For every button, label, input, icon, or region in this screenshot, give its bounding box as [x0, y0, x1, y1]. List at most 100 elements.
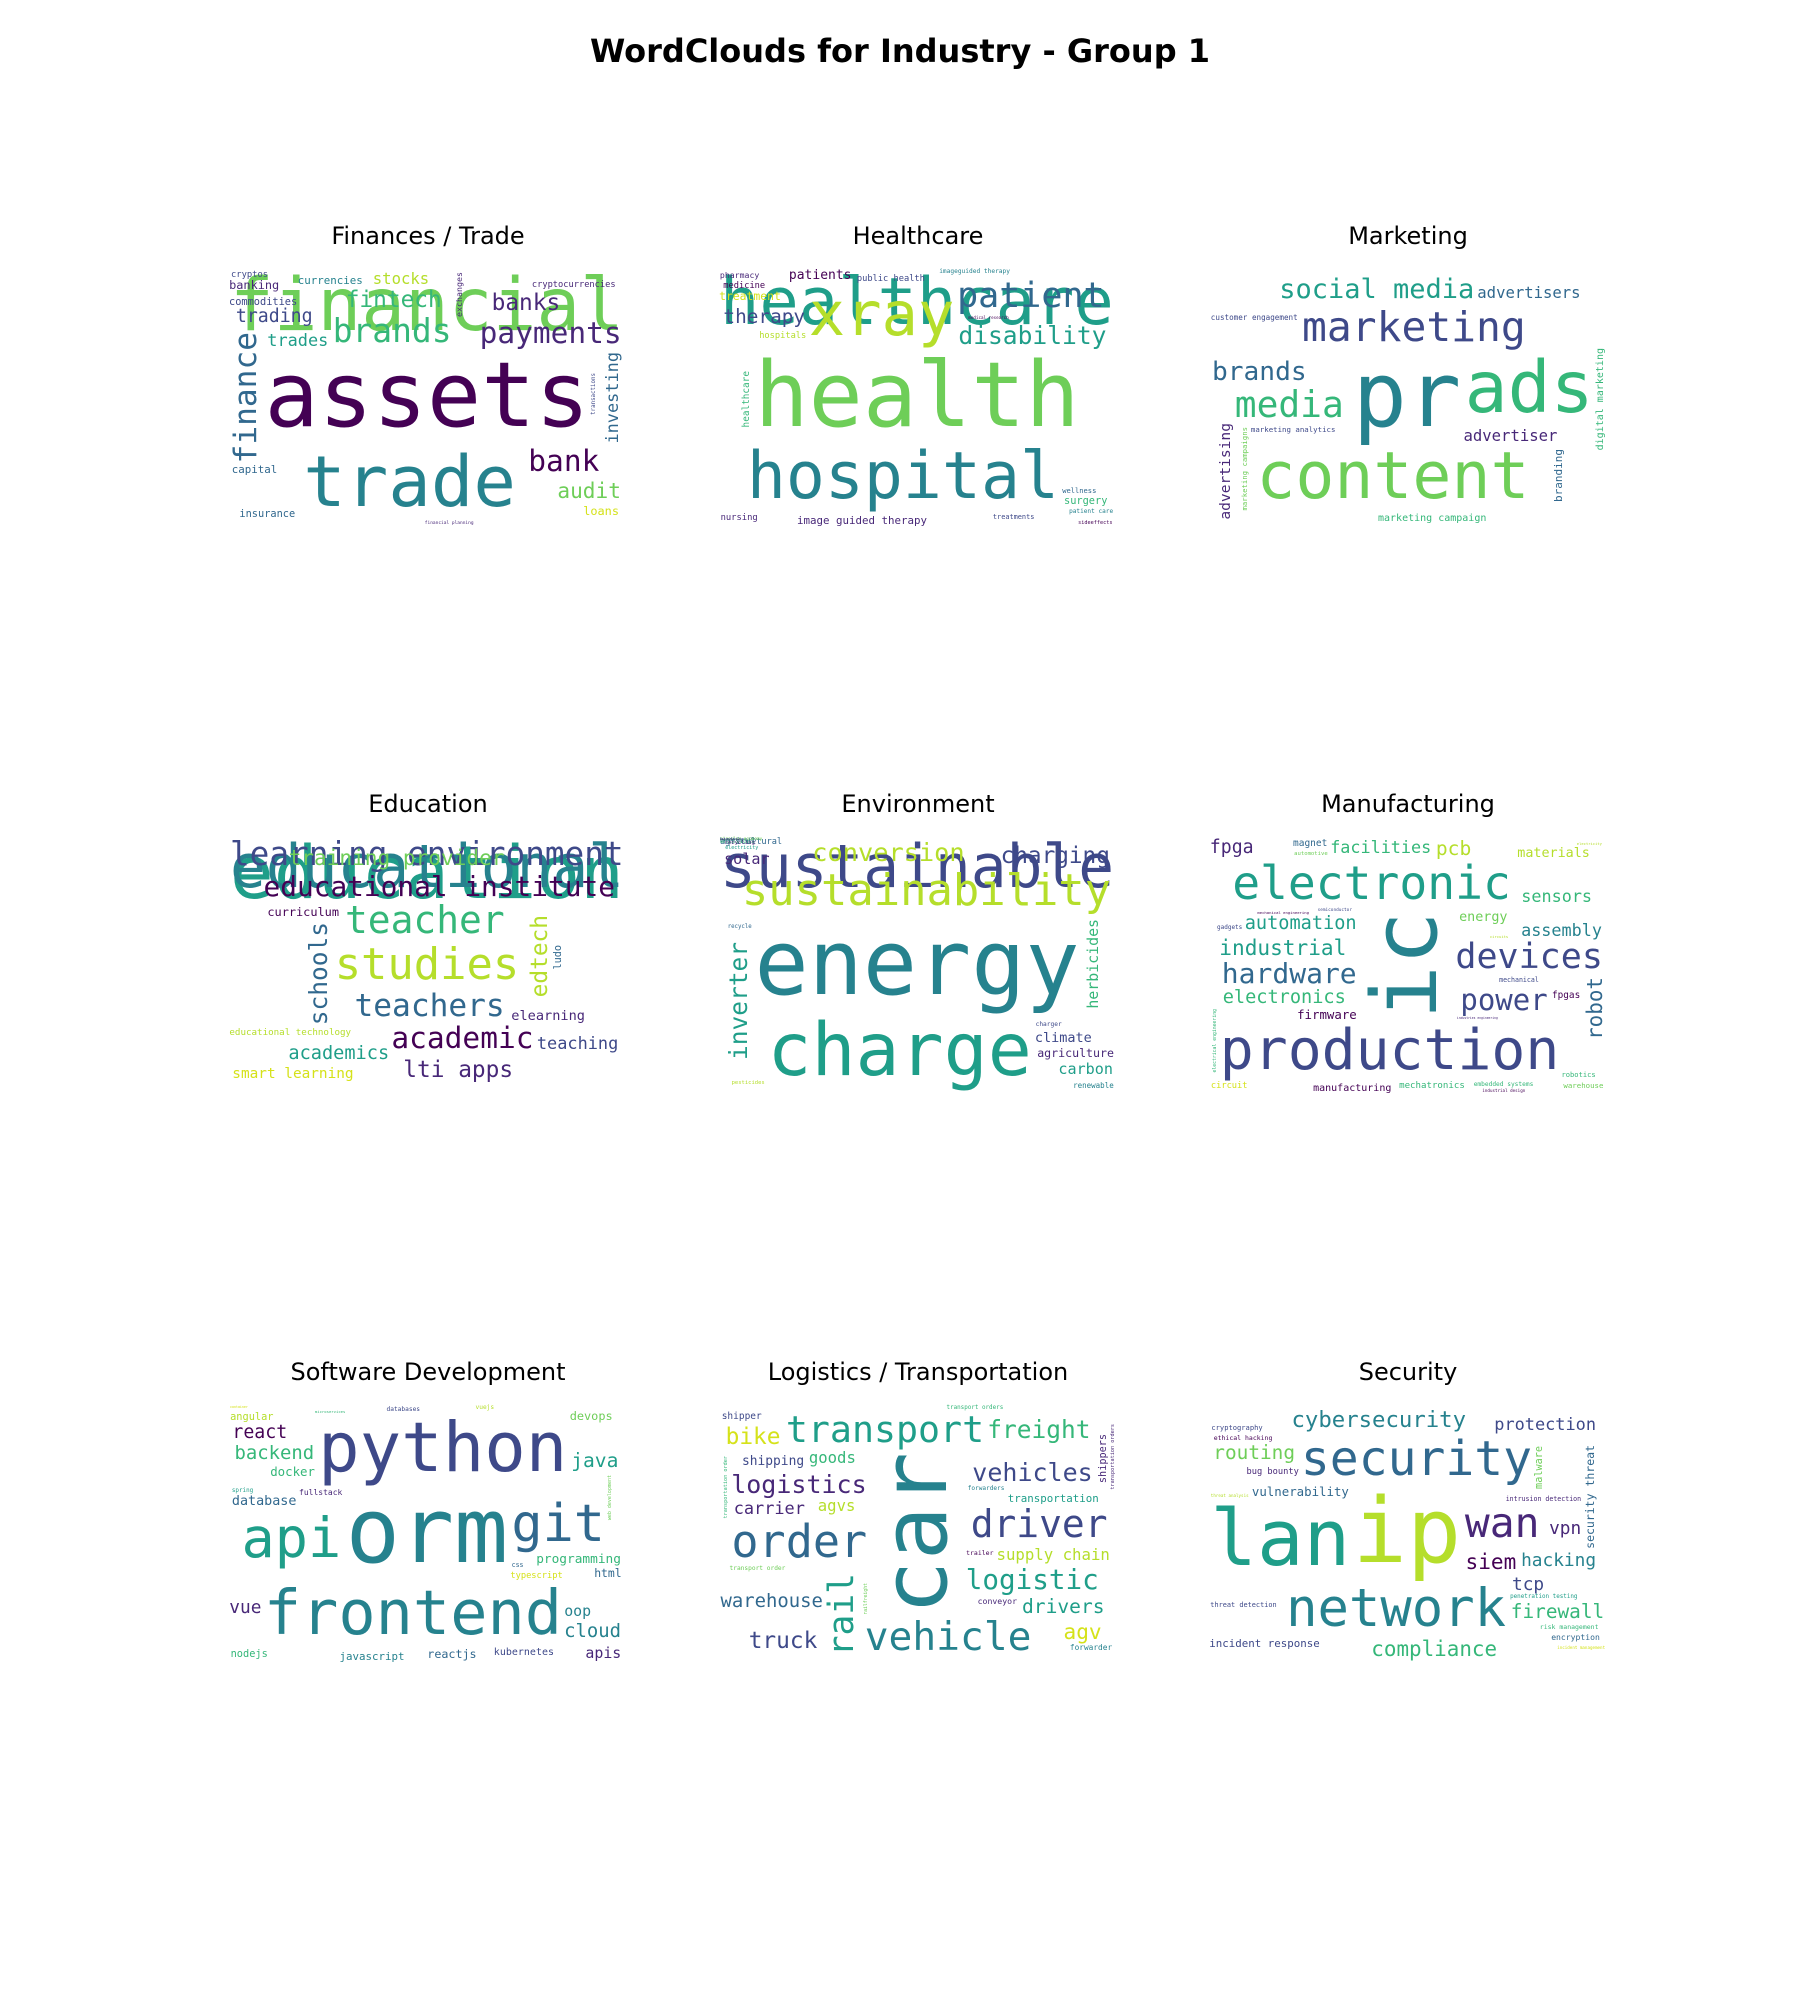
word-marketing: marketing [1302, 303, 1526, 352]
word-xray: xray [808, 279, 955, 350]
word-social-media: social media [1279, 274, 1475, 305]
word-shippers: shippers [1098, 1433, 1109, 1483]
word-shipping: shipping [742, 1454, 805, 1470]
word-docker: docker [270, 1463, 315, 1479]
word-commodities: commodities [229, 296, 298, 308]
word-branding: branding [1551, 448, 1565, 502]
word-stocks: stocks [372, 269, 430, 288]
word-mechanical-engineering: mechanical engineering [1257, 909, 1309, 915]
word-forwarder: forwarder [1069, 1643, 1113, 1653]
word-robotics: robotics [1561, 1070, 1596, 1080]
word-logistic: logistic [965, 1563, 1099, 1597]
word-surgery: surgery [1064, 495, 1108, 508]
word-ic: ic [1352, 910, 1458, 1020]
word-orm: orm [345, 1478, 509, 1584]
word-marketing-campaigns: marketing campaigns [1240, 427, 1249, 511]
word-wan: wan [1464, 1499, 1540, 1548]
word-herbicides: herbicides [1084, 918, 1103, 1009]
word-pcb: pcb [1435, 837, 1472, 861]
word-network: network [1286, 1579, 1507, 1640]
panel-title: Environment [841, 790, 995, 818]
word-charger: charger [1035, 1021, 1062, 1029]
word-carbon: carbon [1058, 1059, 1113, 1078]
word-truck: truck [748, 1628, 818, 1655]
word-teaching: teaching [536, 1033, 619, 1054]
word-ethical-hacking: ethical hacking [1213, 1434, 1273, 1442]
word-fpga: fpga [1209, 837, 1254, 859]
word-semiconductor: semiconductor [1317, 907, 1352, 913]
word-agricultural: agricultural [720, 837, 783, 847]
word-pesticides: pesticides [731, 1080, 765, 1087]
word-industrial: industrial [1219, 935, 1347, 961]
word-lti-apps: lti apps [403, 1057, 514, 1084]
word-healthcare: healthcare [740, 371, 752, 428]
word-educational-institute: educational institute [263, 869, 615, 903]
word-power: power [1460, 983, 1548, 1018]
word-transport: transport [785, 1408, 985, 1452]
word-teacher: teacher [345, 898, 505, 943]
word-curriculum: curriculum [267, 904, 339, 919]
word-electric-cars: electric cars [720, 837, 743, 841]
word-firewall: firewall [1510, 1599, 1605, 1623]
word-digital-marketing: digital marketing [1595, 347, 1607, 451]
word-materials: materials [1517, 845, 1590, 861]
word-elearning: elearning [511, 1007, 585, 1024]
word-industrial-design: industrial design [1482, 1087, 1526, 1093]
word-fintech: fintech [345, 286, 442, 313]
word-biorenewable: biorenewable [720, 837, 740, 841]
word-transportation: transportation [1007, 1492, 1099, 1506]
word-freight: freight [987, 1414, 1091, 1444]
word-warehouse: warehouse [1563, 1080, 1604, 1090]
word-educational: educational [230, 836, 625, 902]
word-sideeffects: sideeffects [1078, 519, 1113, 526]
wordcloud-canvas: energy sustainable charge sustainability con… [718, 836, 1118, 1096]
word-sustainable: sustainable [720, 836, 1115, 902]
word-bug-bounty: bug bounty [1246, 1466, 1299, 1477]
word-nodejs: nodejs [230, 1648, 268, 1661]
word-threat-analysis: threat analysis [1210, 1492, 1249, 1498]
word-brands: brands [1212, 356, 1307, 387]
word-database: database [231, 1494, 297, 1510]
word-academics: academics [288, 1043, 390, 1065]
word-hardware: hardware [1221, 956, 1357, 990]
word-supply-chain: supply chain [996, 1545, 1110, 1565]
word-loans: loans [583, 504, 619, 518]
word-brands: brands [332, 310, 452, 350]
word-frontend: frontend [263, 1576, 562, 1649]
word-inverter: inverter [724, 941, 754, 1060]
word-climate: climate [1034, 1030, 1092, 1047]
word-pharmacy: pharmacy [719, 270, 760, 281]
word-recycle: recycle [727, 923, 752, 930]
word-capital: capital [231, 463, 278, 477]
word-web-development: web development [607, 1474, 613, 1520]
word-biodiversity: biodiversity [720, 837, 757, 843]
word-trading: trading [235, 305, 313, 327]
word-recycling: recycling [724, 839, 755, 846]
word-energy: energy [1459, 910, 1508, 926]
word-smart-learning: smart learning [232, 1065, 354, 1082]
panel-title: Software Development [290, 1358, 566, 1386]
word-transportation-order: transportation order [723, 1456, 729, 1519]
word-treatments: treatments [992, 512, 1035, 521]
word-industries-engineering: industries engineering [1456, 1015, 1498, 1020]
word-shipper: shipper [721, 1411, 762, 1422]
word-advertising: advertising [1216, 423, 1234, 520]
word-customer-engagement: customer engagement [1210, 312, 1298, 322]
word-patients: patients [788, 268, 852, 283]
word-kubernetes: kubernetes [493, 1647, 555, 1659]
wordcloud-canvas: ic production electronic hardware devices ind… [1208, 836, 1608, 1096]
word-transactions: transactions [591, 373, 597, 415]
word-advertisers: advertisers [1477, 284, 1581, 303]
word-circuit: circuit [1210, 1081, 1248, 1091]
word-routing: routing [1213, 1441, 1296, 1465]
word-sensors: sensors [1521, 886, 1593, 906]
word-logistics: logistics [731, 1469, 867, 1499]
word-image-guided-therapy: image guided therapy [797, 513, 928, 527]
word-agriculture: agriculture [1037, 1045, 1114, 1060]
word-conveyor: conveyor [977, 1595, 1018, 1606]
word-finance: finance [228, 331, 265, 464]
word-assets: assets [264, 342, 590, 448]
word-driver: driver [970, 1502, 1108, 1547]
word-security-threat: security threat [1582, 1445, 1597, 1550]
word-energy: energy [754, 910, 1080, 1016]
